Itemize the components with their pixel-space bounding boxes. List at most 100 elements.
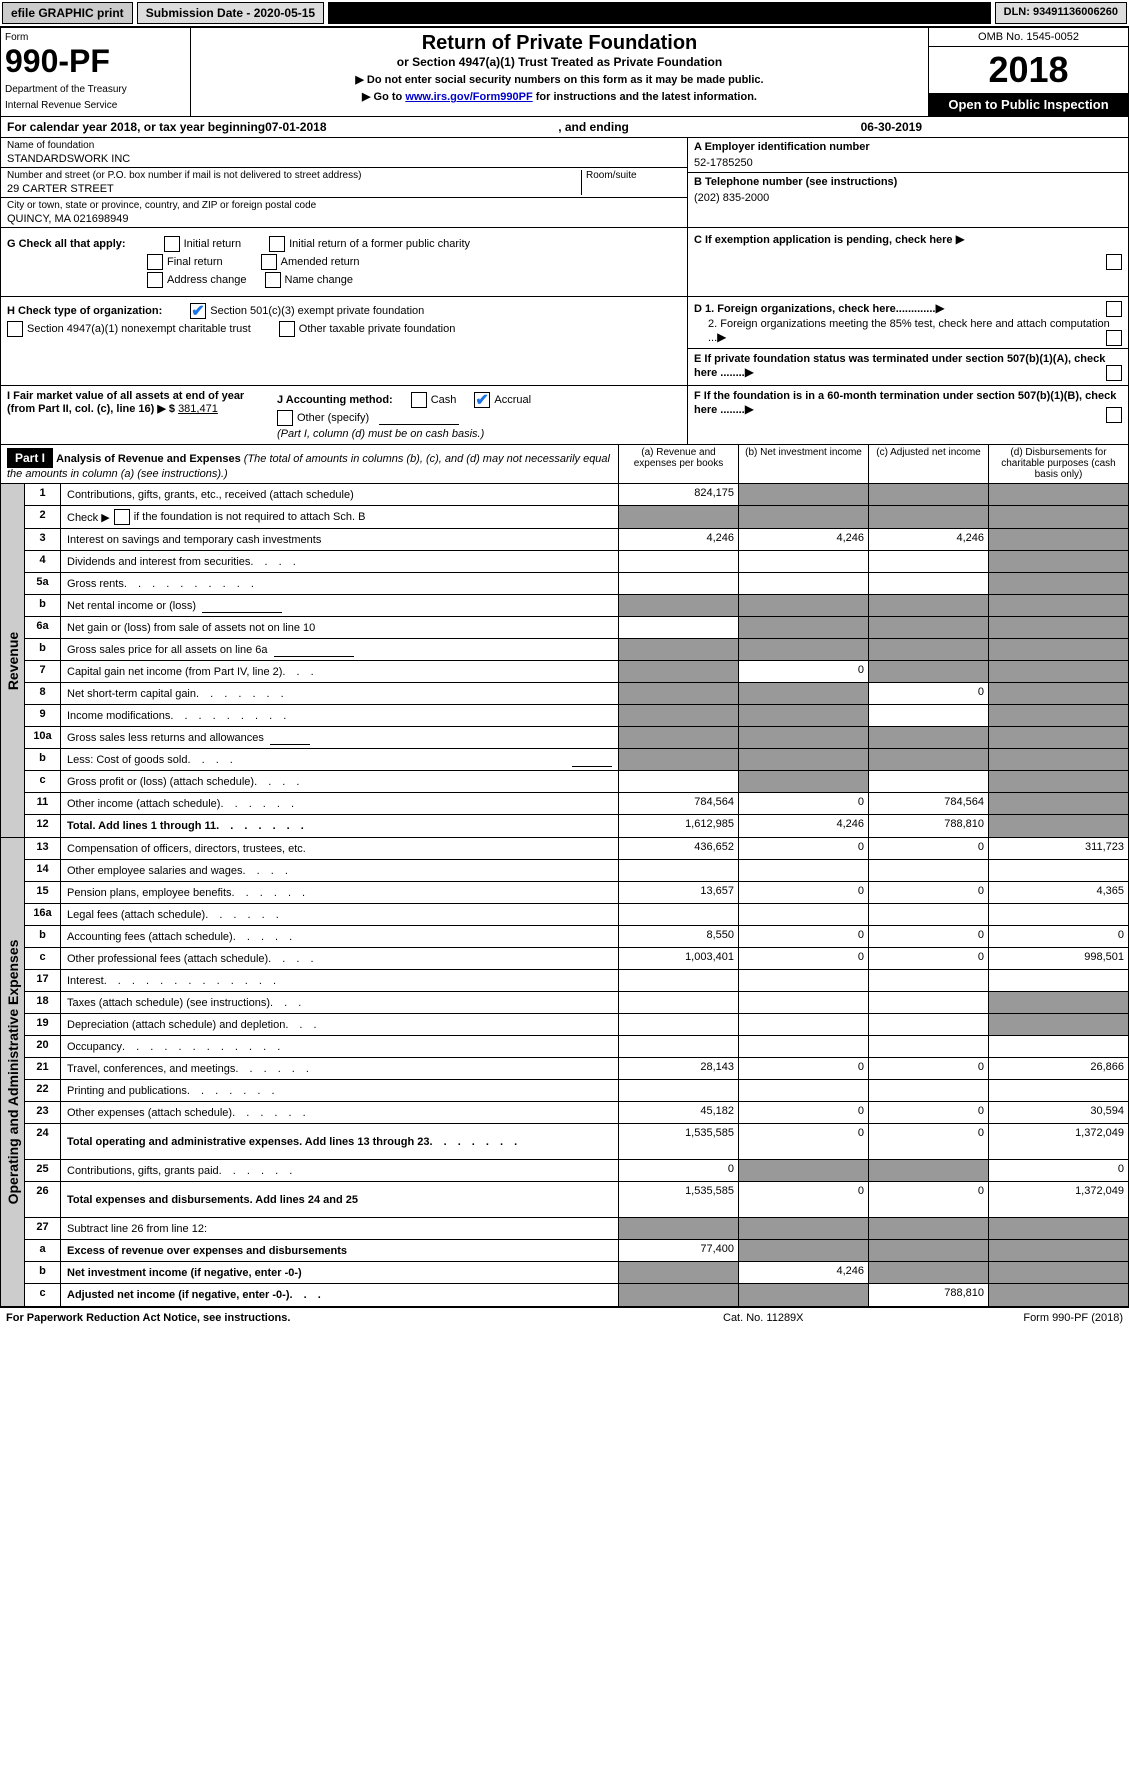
g-section: G Check all that apply: Initial return I… — [1, 228, 688, 296]
d2-label: 2. Foreign organizations meeting the 85%… — [708, 318, 1110, 344]
chk-name-change[interactable] — [265, 272, 281, 288]
row-4: 4Dividends and interest from securities … — [25, 551, 1128, 573]
info-right: A Employer identification number 52-1785… — [688, 138, 1128, 227]
chk-4947[interactable] — [7, 321, 23, 337]
chk-amended[interactable] — [261, 254, 277, 270]
d1-label: D 1. Foreign organizations, check here..… — [694, 303, 935, 315]
g-label: G Check all that apply: — [7, 238, 126, 250]
col-c-header: (c) Adjusted net income — [868, 445, 988, 483]
expenses-rows: 13Compensation of officers, directors, t… — [25, 838, 1128, 1306]
chk-e[interactable] — [1106, 365, 1122, 381]
form-subtitle: or Section 4947(a)(1) Trust Treated as P… — [199, 55, 920, 69]
chk-other-method[interactable] — [277, 410, 293, 426]
chk-501c3[interactable] — [190, 303, 206, 319]
row-19: 19Depreciation (attach schedule) and dep… — [25, 1014, 1128, 1036]
i-value: 381,471 — [178, 403, 218, 415]
chk-f[interactable] — [1106, 407, 1122, 423]
phone-value: (202) 835-2000 — [694, 192, 1122, 204]
part1-title: Analysis of Revenue and Expenses — [56, 453, 241, 465]
name-label: Name of foundation — [7, 140, 681, 151]
dept-irs: Internal Revenue Service — [5, 100, 186, 112]
row-10a: 10aGross sales less returns and allowanc… — [25, 727, 1128, 749]
tax-year: 2018 — [929, 47, 1128, 93]
efile-print-btn[interactable]: efile GRAPHIC print — [2, 2, 133, 24]
ssn-note: ▶ Do not enter social security numbers o… — [199, 73, 920, 86]
row-27c: cAdjusted net income (if negative, enter… — [25, 1284, 1128, 1306]
form-title: Return of Private Foundation — [199, 32, 920, 55]
row-20: 20Occupancy . . . . . . . . . . . . — [25, 1036, 1128, 1058]
street-address: 29 CARTER STREET — [7, 183, 581, 195]
row-3: 3Interest on savings and temporary cash … — [25, 529, 1128, 551]
chk-accrual[interactable] — [474, 392, 490, 408]
row-1: 1Contributions, gifts, grants, etc., rec… — [25, 484, 1128, 506]
address-cell: Number and street (or P.O. box number if… — [1, 168, 687, 198]
row-6a: 6aNet gain or (loss) from sale of assets… — [25, 617, 1128, 639]
chk-c[interactable] — [1106, 254, 1122, 270]
city-value: QUINCY, MA 021698949 — [7, 213, 681, 225]
row-5b: bNet rental income or (loss) — [25, 595, 1128, 617]
chk-sch-b[interactable] — [114, 509, 130, 525]
row-6b: bGross sales price for all assets on lin… — [25, 639, 1128, 661]
city-label: City or town, state or province, country… — [7, 200, 681, 211]
row-24: 24Total operating and administrative exp… — [25, 1124, 1128, 1160]
col-b-header: (b) Net investment income — [738, 445, 868, 483]
open-public: Open to Public Inspection — [929, 93, 1128, 116]
dln-field: DLN: 93491136006260 — [995, 2, 1127, 24]
link-note: ▶ Go to www.irs.gov/Form990PF for instru… — [199, 90, 920, 103]
row-g-c: G Check all that apply: Initial return I… — [1, 228, 1128, 297]
revenue-rows: 1Contributions, gifts, grants, etc., rec… — [25, 484, 1128, 837]
chk-initial-former[interactable] — [269, 236, 285, 252]
header-right: OMB No. 1545-0052 2018 Open to Public In… — [928, 28, 1128, 116]
chk-final[interactable] — [147, 254, 163, 270]
row-18: 18Taxes (attach schedule) (see instructi… — [25, 992, 1128, 1014]
h-label: H Check type of organization: — [7, 305, 162, 317]
submission-date: Submission Date - 2020-05-15 — [137, 2, 324, 24]
row-25: 25Contributions, gifts, grants paid . . … — [25, 1160, 1128, 1182]
city-cell: City or town, state or province, country… — [1, 198, 687, 227]
ein-value: 52-1785250 — [694, 157, 1122, 169]
chk-other-taxable[interactable] — [279, 321, 295, 337]
h-section: H Check type of organization: Section 50… — [1, 297, 688, 385]
calendar-year-row: For calendar year 2018, or tax year begi… — [0, 117, 1129, 138]
chk-addr-change[interactable] — [147, 272, 163, 288]
name-cell: Name of foundation STANDARDSWORK INC — [1, 138, 687, 168]
addr-label: Number and street (or P.O. box number if… — [7, 170, 581, 181]
form-number: 990-PF — [5, 43, 186, 80]
chk-d2[interactable] — [1106, 330, 1122, 346]
arrow-icon: ▶ — [956, 232, 965, 246]
col-a-header: (a) Revenue and expenses per books — [618, 445, 738, 483]
note-prefix: ▶ Go to — [362, 91, 405, 103]
topbar: efile GRAPHIC print Submission Date - 20… — [0, 0, 1129, 26]
row-27: 27Subtract line 26 from line 12: — [25, 1218, 1128, 1240]
c-label: C If exemption application is pending, c… — [694, 234, 953, 246]
chk-d1[interactable] — [1106, 301, 1122, 317]
phone-label: B Telephone number (see instructions) — [694, 176, 1122, 188]
c-section: C If exemption application is pending, c… — [688, 228, 1128, 296]
row-27a: aExcess of revenue over expenses and dis… — [25, 1240, 1128, 1262]
i-j-section: I Fair market value of all assets at end… — [1, 386, 688, 444]
other-specify-input[interactable] — [379, 411, 459, 425]
row-21: 21Travel, conferences, and meetings . . … — [25, 1058, 1128, 1080]
expenses-side-label: Operating and Administrative Expenses — [1, 838, 25, 1306]
cat-number: Cat. No. 11289X — [723, 1312, 923, 1324]
j-label: J Accounting method: — [277, 394, 393, 406]
chk-initial-return[interactable] — [164, 236, 180, 252]
row-13: 13Compensation of officers, directors, t… — [25, 838, 1128, 860]
paperwork-notice: For Paperwork Reduction Act Notice, see … — [6, 1312, 723, 1324]
d-section: D 1. Foreign organizations, check here..… — [688, 297, 1128, 385]
header-mid: Return of Private Foundation or Section … — [191, 28, 928, 116]
j-note: (Part I, column (d) must be on cash basi… — [277, 428, 531, 440]
room-label: Room/suite — [586, 170, 681, 181]
form-header: Form 990-PF Department of the Treasury I… — [0, 26, 1129, 117]
row-10c: cGross profit or (loss) (attach schedule… — [25, 771, 1128, 793]
chk-cash[interactable] — [411, 392, 427, 408]
foundation-name: STANDARDSWORK INC — [7, 153, 681, 165]
part1-text: Part I Analysis of Revenue and Expenses … — [1, 445, 618, 483]
row-14: 14Other employee salaries and wages . . … — [25, 860, 1128, 882]
entity-info: Name of foundation STANDARDSWORK INC Num… — [0, 138, 1129, 228]
irs-link[interactable]: www.irs.gov/Form990PF — [405, 91, 532, 103]
row-8: 8Net short-term capital gain . . . . . .… — [25, 683, 1128, 705]
row-23: 23Other expenses (attach schedule) . . .… — [25, 1102, 1128, 1124]
row-16b: bAccounting fees (attach schedule) . . .… — [25, 926, 1128, 948]
row-17: 17Interest . . . . . . . . . . . . . — [25, 970, 1128, 992]
